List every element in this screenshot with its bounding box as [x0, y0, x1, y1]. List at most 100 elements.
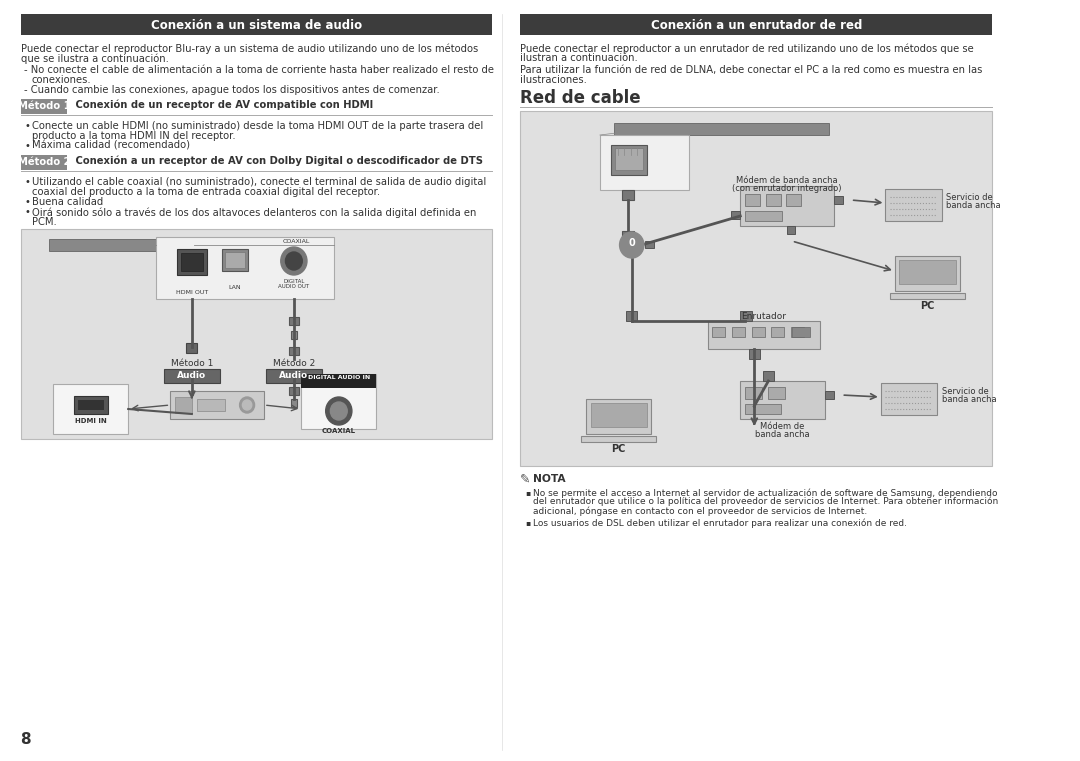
Bar — [745, 387, 761, 399]
Bar — [740, 381, 824, 419]
Bar — [175, 397, 192, 413]
Text: •: • — [25, 177, 30, 187]
Bar — [171, 391, 264, 419]
Text: banda ancha: banda ancha — [946, 201, 1001, 210]
Bar — [762, 371, 774, 381]
Bar — [768, 387, 785, 399]
Text: Conecte un cable HDMI (no suministrado) desde la toma HDMI OUT de la parte trase: Conecte un cable HDMI (no suministrado) … — [31, 121, 483, 131]
Text: - No conecte el cable de alimentación a la toma de corriente hasta haber realiza: - No conecte el cable de alimentación a … — [25, 65, 495, 75]
Bar — [164, 369, 220, 383]
Text: PC: PC — [920, 301, 934, 311]
Text: Conexión a un receptor de AV con Dolby Digital o descodificador de DTS: Conexión a un receptor de AV con Dolby D… — [72, 156, 483, 167]
Circle shape — [326, 397, 352, 425]
Text: Servicio de: Servicio de — [946, 193, 993, 202]
Text: Enrutador: Enrutador — [741, 312, 786, 321]
Bar — [748, 349, 760, 359]
Text: Servicio de: Servicio de — [942, 387, 988, 396]
Text: Método 2: Método 2 — [273, 359, 315, 368]
Text: - Cuando cambie las conexiones, apague todos los dispositivos antes de comenzar.: - Cuando cambie las conexiones, apague t… — [25, 85, 440, 95]
Bar — [289, 347, 298, 355]
Text: ▪: ▪ — [525, 518, 530, 527]
Bar — [622, 231, 634, 241]
Bar — [180, 253, 203, 271]
Bar — [890, 293, 964, 299]
Text: producto a la toma HDMI IN del receptor.: producto a la toma HDMI IN del receptor. — [31, 131, 235, 141]
Bar — [292, 331, 297, 339]
Bar — [21, 99, 67, 114]
Bar — [53, 384, 129, 434]
Bar — [73, 396, 108, 414]
Text: DIGITAL AUDIO IN: DIGITAL AUDIO IN — [308, 375, 370, 380]
Circle shape — [281, 247, 307, 275]
Bar — [752, 327, 765, 337]
Circle shape — [240, 397, 255, 413]
Text: ilustran a continuación.: ilustran a continuación. — [521, 53, 638, 63]
Bar — [745, 404, 781, 414]
Bar — [894, 256, 960, 291]
Text: ✎: ✎ — [521, 473, 531, 486]
Text: Para utilizar la función de red de DLNA, debe conectar el PC a la red como es mu: Para utilizar la función de red de DLNA,… — [521, 65, 983, 75]
Bar — [78, 400, 104, 410]
Text: HDMI OUT: HDMI OUT — [176, 290, 208, 295]
Bar — [266, 369, 322, 383]
Bar — [771, 327, 784, 337]
Bar — [21, 155, 67, 170]
Bar — [824, 391, 834, 399]
Bar — [301, 374, 376, 429]
Text: banda ancha: banda ancha — [755, 430, 810, 439]
Text: ▪: ▪ — [525, 488, 530, 497]
Bar — [740, 311, 752, 321]
Text: Módem de: Módem de — [760, 422, 805, 431]
Text: PCM.: PCM. — [31, 217, 56, 227]
Bar — [292, 399, 297, 407]
Text: banda ancha: banda ancha — [942, 395, 996, 404]
Bar — [766, 194, 781, 206]
Text: adicional, póngase en contacto con el proveedor de servicios de Internet.: adicional, póngase en contacto con el pr… — [532, 506, 867, 515]
Bar — [712, 327, 726, 337]
Bar — [791, 327, 804, 337]
Text: Conexión de un receptor de AV compatible con HDMI: Conexión de un receptor de AV compatible… — [72, 100, 374, 110]
Bar — [197, 399, 225, 411]
Text: 0: 0 — [629, 238, 635, 248]
Bar — [792, 327, 810, 337]
Text: PC: PC — [611, 444, 625, 454]
Bar — [645, 241, 654, 248]
Bar — [786, 194, 801, 206]
Circle shape — [330, 402, 347, 420]
Bar — [585, 399, 651, 434]
Bar — [615, 148, 643, 170]
Bar — [707, 321, 820, 349]
Text: No se permite el acceso a Internet al servidor de actualización de software de S: No se permite el acceso a Internet al se… — [532, 488, 997, 498]
Text: Oirá sonido sólo a través de los dos altavoces delanteros con la salida digital : Oirá sonido sólo a través de los dos alt… — [31, 207, 476, 218]
Bar — [177, 249, 207, 275]
Bar — [880, 383, 936, 415]
Bar — [581, 436, 656, 442]
Text: •: • — [25, 141, 30, 151]
Text: •: • — [25, 207, 30, 217]
Circle shape — [242, 400, 252, 410]
Text: LAN: LAN — [229, 285, 241, 290]
Text: Conexión a un enrutador de red: Conexión a un enrutador de red — [650, 19, 862, 32]
Text: Puede conectar el reproductor a un enrutador de red utilizando uno de los método: Puede conectar el reproductor a un enrut… — [521, 43, 974, 53]
Text: conexiones.: conexiones. — [31, 75, 92, 85]
Bar — [521, 111, 993, 466]
Text: Utilizando el cable coaxial (no suministrado), conecte el terminal de salida de : Utilizando el cable coaxial (no suminist… — [31, 177, 486, 187]
Bar — [613, 123, 829, 135]
Text: AUDIO OUT: AUDIO OUT — [279, 284, 310, 289]
Circle shape — [285, 252, 302, 270]
Text: Método 1: Método 1 — [171, 359, 213, 368]
Text: Conexión a un sistema de audio: Conexión a un sistema de audio — [151, 19, 362, 32]
Bar — [289, 387, 298, 395]
Text: Buena calidad: Buena calidad — [31, 197, 103, 207]
Bar — [289, 317, 298, 325]
Bar — [301, 374, 376, 388]
Text: HDMI IN: HDMI IN — [75, 418, 107, 424]
Text: COAXIAL: COAXIAL — [322, 428, 355, 434]
Bar — [834, 196, 843, 204]
Bar — [748, 396, 760, 406]
Text: Método 1: Método 1 — [17, 101, 70, 111]
Text: NOTA: NOTA — [534, 474, 566, 484]
Bar — [626, 311, 637, 321]
Circle shape — [620, 232, 644, 258]
Bar — [787, 226, 795, 234]
